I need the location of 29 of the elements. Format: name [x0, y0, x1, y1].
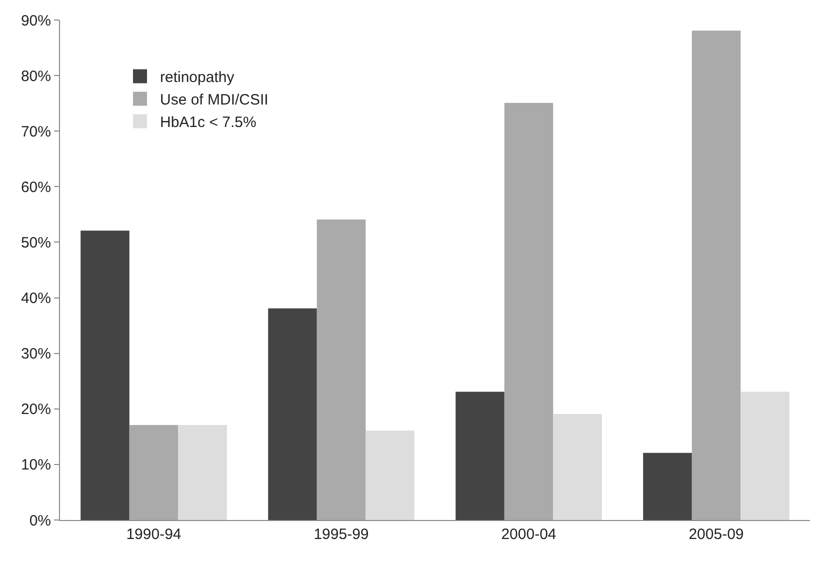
y-tick-label: 90%: [20, 12, 51, 30]
y-tick-label: 30%: [20, 346, 51, 363]
bar: [129, 425, 178, 520]
bar: [692, 30, 741, 520]
bar: [456, 392, 504, 520]
x-tick-label: 1990-94: [126, 526, 182, 543]
bar: [643, 452, 692, 520]
bar: [366, 430, 414, 520]
y-tick-label: 50%: [20, 234, 51, 252]
bar: [740, 392, 790, 520]
y-tick-label: 20%: [20, 401, 51, 418]
bar: [316, 220, 366, 520]
bar: [178, 425, 227, 520]
legend-label: HbA1c < 7.5%: [160, 114, 256, 132]
y-tick-label: 80%: [20, 68, 51, 85]
x-tick-label: 1995-99: [314, 526, 369, 543]
legend-label: retinopathy: [160, 69, 235, 86]
y-tick-label: 40%: [20, 290, 51, 308]
x-tick-label: 2000-04: [501, 526, 556, 543]
bar: [504, 102, 554, 520]
legend-label: Use of MDI/CSII: [160, 92, 268, 109]
y-tick-label: 70%: [20, 123, 51, 140]
bar: [80, 230, 130, 520]
bar: [268, 308, 317, 520]
x-tick-label: 2005-09: [688, 526, 744, 543]
y-tick-label: 60%: [20, 178, 51, 196]
bar: [553, 414, 602, 520]
y-tick-label: 10%: [20, 456, 51, 474]
y-tick-label: 0%: [29, 512, 51, 530]
